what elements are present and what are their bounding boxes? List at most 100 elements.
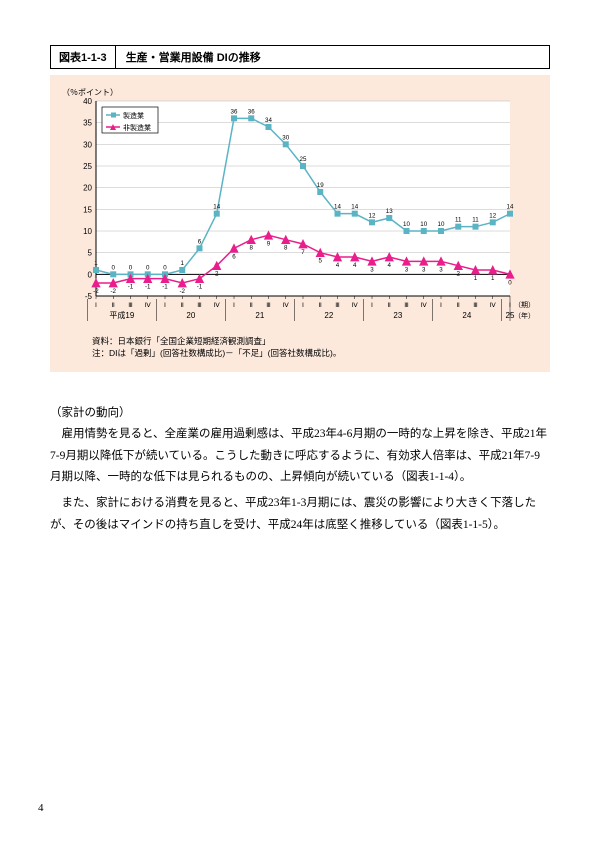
svg-text:（％ポイント）: （％ポイント） <box>62 88 118 97</box>
svg-text:Ⅳ: Ⅳ <box>145 302 152 309</box>
svg-text:-1: -1 <box>162 284 168 291</box>
svg-text:14: 14 <box>334 204 341 211</box>
paragraph-2: また、家計における消費を見ると、平成23年1-3月期には、震災の影響により大きく… <box>50 493 550 537</box>
svg-text:0: 0 <box>88 270 93 279</box>
svg-text:8: 8 <box>250 245 254 252</box>
svg-text:3: 3 <box>422 266 426 273</box>
svg-text:34: 34 <box>265 117 272 124</box>
svg-text:11: 11 <box>455 217 462 224</box>
svg-text:14: 14 <box>507 204 514 211</box>
svg-text:-1: -1 <box>128 284 134 291</box>
svg-text:3: 3 <box>370 266 374 273</box>
svg-text:35: 35 <box>83 119 92 128</box>
svg-text:Ⅳ: Ⅳ <box>421 302 428 309</box>
svg-text:2: 2 <box>215 271 219 278</box>
svg-text:Ⅳ: Ⅳ <box>214 302 221 309</box>
svg-text:5: 5 <box>88 249 93 258</box>
svg-text:Ⅱ: Ⅱ <box>112 302 115 309</box>
chart-container: （％ポイント）-50510152025303540ⅠⅡⅢⅣⅠⅡⅢⅣⅠⅡⅢⅣⅠⅡⅢ… <box>50 75 550 372</box>
svg-text:Ⅰ: Ⅰ <box>233 302 235 309</box>
svg-text:Ⅲ: Ⅲ <box>128 302 133 309</box>
svg-text:Ⅲ: Ⅲ <box>197 302 202 309</box>
svg-text:（年）: （年） <box>514 311 532 320</box>
svg-text:1: 1 <box>474 275 478 282</box>
svg-text:30: 30 <box>282 134 289 141</box>
svg-text:Ⅰ: Ⅰ <box>440 302 442 309</box>
chart-svg: （％ポイント）-50510152025303540ⅠⅡⅢⅣⅠⅡⅢⅣⅠⅡⅢⅣⅠⅡⅢ… <box>62 85 532 330</box>
source-line-2: 注：DIは「過剰」(回答社数構成比)－「不足」(回答社数構成比)。 <box>92 348 538 360</box>
svg-text:22: 22 <box>324 311 333 320</box>
source-line-1: 資料：日本銀行「全国企業短期経済観測調査」 <box>92 336 538 348</box>
svg-text:19: 19 <box>317 182 324 189</box>
svg-text:0: 0 <box>146 264 150 271</box>
svg-text:Ⅱ: Ⅱ <box>181 302 184 309</box>
svg-text:平成19: 平成19 <box>109 310 134 320</box>
svg-text:非製造業: 非製造業 <box>123 123 151 132</box>
svg-text:13: 13 <box>386 208 393 215</box>
svg-text:Ⅲ: Ⅲ <box>335 302 340 309</box>
svg-text:Ⅱ: Ⅱ <box>250 302 253 309</box>
svg-text:0: 0 <box>163 264 167 271</box>
svg-text:12: 12 <box>489 212 496 219</box>
chart-area: （％ポイント）-50510152025303540ⅠⅡⅢⅣⅠⅡⅢⅣⅠⅡⅢⅣⅠⅡⅢ… <box>62 85 532 330</box>
svg-text:4: 4 <box>388 262 392 269</box>
svg-text:10: 10 <box>83 227 92 236</box>
svg-text:25: 25 <box>83 162 92 171</box>
svg-text:0: 0 <box>112 264 116 271</box>
svg-text:Ⅲ: Ⅲ <box>473 302 478 309</box>
svg-text:14: 14 <box>351 204 358 211</box>
page-number: 4 <box>38 802 44 814</box>
svg-text:10: 10 <box>438 221 445 228</box>
figure-title-row: 図表1-1-3 生産・営業用設備 DIの推移 <box>50 45 550 69</box>
svg-text:（期）: （期） <box>514 301 532 309</box>
section-title: （家計の動向） <box>50 404 550 420</box>
svg-text:9: 9 <box>267 240 271 247</box>
svg-text:6: 6 <box>232 253 236 260</box>
svg-text:Ⅰ: Ⅰ <box>95 302 97 309</box>
figure-number: 図表1-1-3 <box>51 46 116 68</box>
figure-title: 生産・営業用設備 DIの推移 <box>116 46 271 68</box>
svg-text:Ⅱ: Ⅱ <box>388 302 391 309</box>
svg-text:Ⅱ: Ⅱ <box>457 302 460 309</box>
svg-text:4: 4 <box>353 262 357 269</box>
svg-text:Ⅰ: Ⅰ <box>164 302 166 309</box>
svg-text:20: 20 <box>83 184 92 193</box>
svg-text:Ⅳ: Ⅳ <box>490 302 497 309</box>
svg-text:-5: -5 <box>85 292 93 301</box>
svg-text:1: 1 <box>94 260 98 267</box>
svg-text:Ⅱ: Ⅱ <box>319 302 322 309</box>
svg-text:10: 10 <box>420 221 427 228</box>
svg-text:-2: -2 <box>93 288 99 295</box>
svg-text:25: 25 <box>300 156 307 163</box>
svg-text:36: 36 <box>231 108 238 115</box>
svg-text:1: 1 <box>181 260 185 267</box>
svg-text:-1: -1 <box>145 284 151 291</box>
svg-text:30: 30 <box>83 140 92 149</box>
svg-text:Ⅰ: Ⅰ <box>371 302 373 309</box>
chart-source: 資料：日本銀行「全国企業短期経済観測調査」 注：DIは「過剰」(回答社数構成比)… <box>62 336 538 360</box>
svg-text:-1: -1 <box>197 284 203 291</box>
svg-text:20: 20 <box>186 311 195 320</box>
svg-text:Ⅳ: Ⅳ <box>352 302 359 309</box>
svg-text:24: 24 <box>462 311 471 320</box>
svg-text:4: 4 <box>336 262 340 269</box>
svg-text:Ⅲ: Ⅲ <box>266 302 271 309</box>
svg-text:36: 36 <box>248 108 255 115</box>
svg-text:21: 21 <box>255 311 264 320</box>
svg-text:5: 5 <box>319 258 323 265</box>
svg-text:3: 3 <box>439 266 443 273</box>
svg-text:Ⅲ: Ⅲ <box>404 302 409 309</box>
svg-text:-2: -2 <box>110 288 116 295</box>
svg-text:3: 3 <box>405 266 409 273</box>
svg-text:製造業: 製造業 <box>123 111 144 120</box>
svg-text:2: 2 <box>457 271 461 278</box>
svg-text:0: 0 <box>129 264 133 271</box>
svg-text:-2: -2 <box>179 288 185 295</box>
paragraph-1: 雇用情勢を見ると、全産業の雇用過剰感は、平成23年4-6月期の一時的な上昇を除き… <box>50 424 550 490</box>
svg-text:7: 7 <box>301 249 305 256</box>
svg-text:14: 14 <box>213 204 220 211</box>
svg-text:Ⅰ: Ⅰ <box>302 302 304 309</box>
svg-text:40: 40 <box>83 97 92 106</box>
svg-text:15: 15 <box>83 205 92 214</box>
svg-text:6: 6 <box>198 238 202 245</box>
